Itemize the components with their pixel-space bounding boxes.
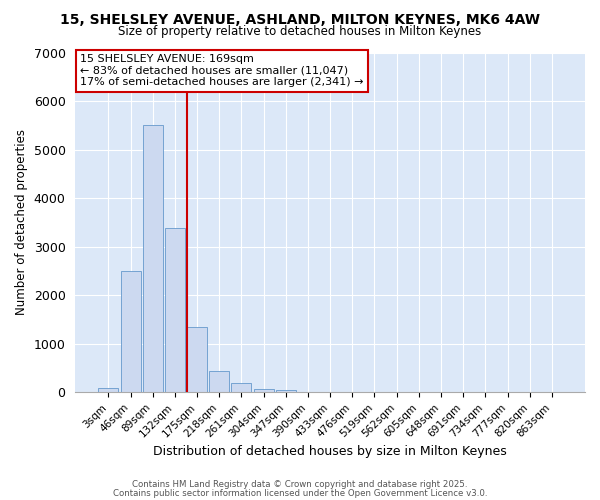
- Text: 15, SHELSLEY AVENUE, ASHLAND, MILTON KEYNES, MK6 4AW: 15, SHELSLEY AVENUE, ASHLAND, MILTON KEY…: [60, 12, 540, 26]
- Bar: [143, 126, 163, 392]
- Text: Contains HM Land Registry data © Crown copyright and database right 2025.: Contains HM Land Registry data © Crown c…: [132, 480, 468, 489]
- Bar: [187, 327, 207, 392]
- Text: Size of property relative to detached houses in Milton Keynes: Size of property relative to detached ho…: [118, 25, 482, 38]
- Bar: [121, 271, 140, 392]
- Bar: [165, 228, 185, 392]
- Bar: [232, 382, 251, 392]
- Bar: [209, 372, 229, 392]
- Y-axis label: Number of detached properties: Number of detached properties: [15, 130, 28, 316]
- Bar: [98, 388, 118, 392]
- Bar: [254, 389, 274, 392]
- Text: Contains public sector information licensed under the Open Government Licence v3: Contains public sector information licen…: [113, 488, 487, 498]
- Text: 15 SHELSLEY AVENUE: 169sqm
← 83% of detached houses are smaller (11,047)
17% of : 15 SHELSLEY AVENUE: 169sqm ← 83% of deta…: [80, 54, 364, 88]
- X-axis label: Distribution of detached houses by size in Milton Keynes: Distribution of detached houses by size …: [153, 444, 507, 458]
- Bar: [276, 390, 296, 392]
